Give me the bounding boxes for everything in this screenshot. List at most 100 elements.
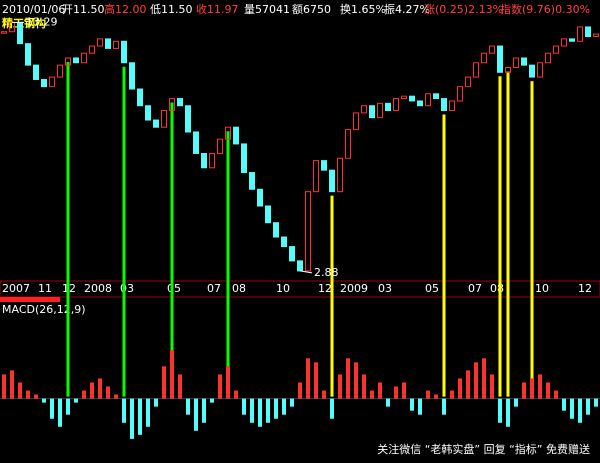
candle bbox=[441, 98, 447, 111]
time-label: 03 bbox=[378, 282, 392, 295]
macd-bar bbox=[154, 398, 158, 407]
candle bbox=[185, 105, 191, 133]
macd-bar bbox=[490, 374, 494, 399]
macd-bar bbox=[466, 370, 470, 399]
macd-bar bbox=[498, 398, 502, 423]
macd-bar bbox=[194, 398, 198, 431]
macd-bar bbox=[594, 398, 598, 407]
macd-bar bbox=[170, 350, 174, 399]
macd-bar bbox=[362, 374, 366, 399]
candle bbox=[337, 157, 343, 193]
macd-bar bbox=[570, 398, 574, 419]
date: 2010/01/06 bbox=[2, 3, 65, 16]
time-label: 08 bbox=[490, 282, 504, 295]
time-cursor bbox=[0, 297, 60, 302]
candle bbox=[505, 67, 511, 73]
macd-bar bbox=[442, 398, 446, 415]
macd-bar bbox=[34, 394, 38, 399]
time-label: 10 bbox=[276, 282, 290, 295]
candle bbox=[473, 62, 479, 78]
macd-bar bbox=[18, 382, 22, 399]
macd-bar bbox=[418, 398, 422, 415]
candle bbox=[289, 246, 295, 262]
macd-bar bbox=[426, 390, 430, 399]
macd-bar bbox=[146, 398, 150, 427]
candle bbox=[585, 26, 591, 37]
candle bbox=[321, 160, 327, 171]
macd-bar bbox=[210, 398, 214, 403]
macd-bar bbox=[122, 398, 126, 423]
candle bbox=[81, 52, 87, 64]
candle bbox=[129, 62, 135, 90]
candle bbox=[1, 31, 7, 34]
candle bbox=[513, 57, 519, 69]
macd-bar bbox=[402, 382, 406, 399]
macd-bar bbox=[2, 374, 6, 399]
macd-bar bbox=[586, 398, 590, 415]
macd-bar bbox=[250, 398, 254, 423]
candle bbox=[17, 21, 23, 45]
candle bbox=[305, 191, 311, 272]
candle bbox=[225, 126, 231, 140]
macd-bar bbox=[82, 390, 86, 399]
candle bbox=[97, 38, 103, 47]
macd-bar bbox=[450, 390, 454, 399]
annotation: 2.88 bbox=[314, 266, 339, 279]
macd-bar bbox=[138, 398, 142, 435]
macd-bar bbox=[282, 398, 286, 415]
macd-bar bbox=[242, 398, 246, 415]
annotation-leader bbox=[299, 270, 313, 274]
macd-bar bbox=[306, 358, 310, 399]
macd-bar bbox=[130, 398, 134, 439]
macd-bar bbox=[330, 398, 334, 419]
macd-bar bbox=[10, 370, 14, 399]
candle bbox=[265, 205, 271, 224]
candle bbox=[25, 43, 31, 66]
candle bbox=[353, 112, 359, 131]
macd-bar bbox=[50, 398, 54, 419]
candle bbox=[161, 109, 167, 128]
candle bbox=[73, 57, 79, 64]
quote-item: 收11.97 bbox=[196, 2, 239, 16]
candle bbox=[569, 38, 575, 42]
macd-bar bbox=[42, 398, 46, 403]
quote-item: 指数(9.76)0.30% bbox=[500, 2, 590, 16]
macd-bar bbox=[370, 390, 374, 399]
time-label: 11 bbox=[38, 282, 52, 295]
candle bbox=[137, 88, 143, 107]
candle bbox=[113, 40, 119, 49]
macd-bar bbox=[218, 374, 222, 399]
candle bbox=[409, 95, 415, 102]
candle bbox=[537, 62, 543, 78]
macd-bar bbox=[354, 362, 358, 399]
candle bbox=[145, 105, 151, 121]
candle bbox=[481, 52, 487, 64]
time-label: 05 bbox=[425, 282, 439, 295]
time-label: 12 bbox=[318, 282, 332, 295]
time-label: 07 bbox=[207, 282, 221, 295]
candle bbox=[553, 45, 559, 54]
candle bbox=[233, 126, 239, 145]
candle bbox=[577, 26, 583, 42]
macd-bar bbox=[26, 390, 30, 399]
stock-name: 精工钢构 bbox=[2, 16, 46, 30]
candle bbox=[89, 45, 95, 54]
time-label: 05 bbox=[167, 282, 181, 295]
time-label: 07 bbox=[468, 282, 482, 295]
macd-bar bbox=[394, 386, 398, 399]
macd-bar bbox=[474, 362, 478, 399]
quote-item: 额6750 bbox=[292, 3, 331, 16]
time-label: 12 bbox=[578, 282, 592, 295]
candle bbox=[377, 102, 383, 119]
candle bbox=[489, 45, 495, 54]
quote-item: 高12.00 bbox=[104, 2, 147, 16]
candle bbox=[105, 38, 111, 49]
candle bbox=[49, 76, 55, 88]
macd-bar bbox=[322, 390, 326, 399]
candle bbox=[497, 45, 503, 73]
time-label: 03 bbox=[120, 282, 134, 295]
candle bbox=[401, 95, 407, 100]
macd-label: MACD(26,12,9) bbox=[2, 303, 86, 316]
candle bbox=[393, 98, 399, 111]
time-axis-band bbox=[0, 280, 600, 298]
